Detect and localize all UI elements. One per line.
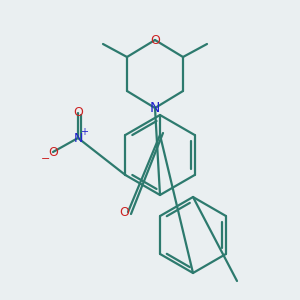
Text: −: −: [41, 154, 51, 164]
Text: N: N: [150, 101, 160, 115]
Text: O: O: [48, 146, 58, 158]
Text: O: O: [150, 34, 160, 46]
Text: N: N: [73, 131, 83, 145]
Text: +: +: [80, 127, 88, 137]
Text: O: O: [119, 206, 129, 218]
Text: O: O: [73, 106, 83, 119]
